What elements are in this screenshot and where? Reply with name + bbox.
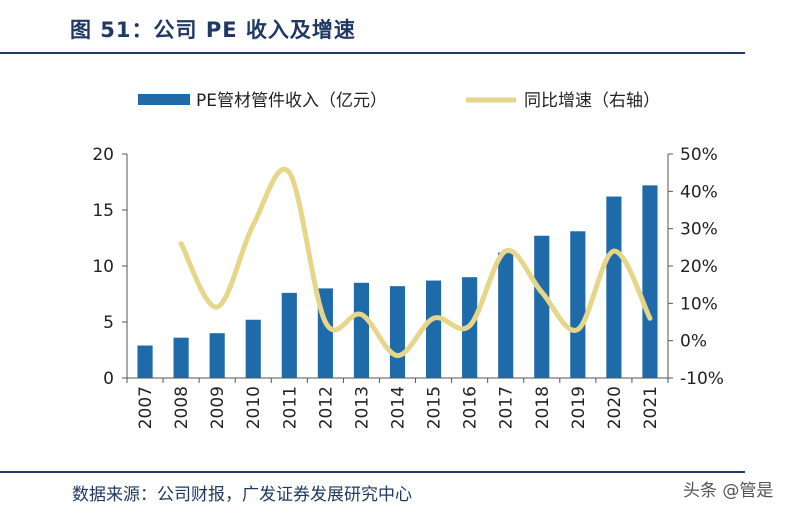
y-right-tick-label: 20% <box>680 257 718 277</box>
bar-2010 <box>245 319 261 378</box>
watermark: 头条 @管是 <box>683 481 774 501</box>
bar-2019 <box>570 231 586 378</box>
x-tick-label: 2012 <box>316 386 336 429</box>
bar-2014 <box>389 286 406 378</box>
legend-line-label: 同比增速（右轴） <box>524 91 660 111</box>
x-tick-label: 2011 <box>280 386 300 429</box>
bar-2020 <box>606 196 622 378</box>
bar-2009 <box>209 333 225 378</box>
x-tick-label: 2018 <box>533 386 553 429</box>
x-tick-label: 2021 <box>641 386 661 429</box>
x-tick-label: 2009 <box>208 386 228 429</box>
y-left-tick-label: 0 <box>103 369 114 389</box>
y-left-tick-label: 5 <box>103 313 114 333</box>
x-tick-label: 2008 <box>172 386 192 429</box>
x-tick-label: 2016 <box>461 386 481 429</box>
x-tick-label: 2007 <box>136 386 156 429</box>
bar-2017 <box>498 252 514 378</box>
x-tick-label: 2010 <box>244 386 264 429</box>
y-right-tick-label: 10% <box>680 294 718 314</box>
legend-bar-label: PE管材管件收入（亿元） <box>196 91 387 111</box>
y-right-tick-label: 40% <box>680 182 718 202</box>
plot-area: 0 5 10 15 20 -10% 0% 10% 20% 30% 40% 50% 2007 2008 200… <box>92 145 724 429</box>
legend: PE管材管件收入（亿元） 同比增速（右轴） <box>138 91 660 111</box>
bar-2011 <box>281 292 297 378</box>
legend-bar-swatch <box>138 94 190 105</box>
bar-2007 <box>137 345 153 378</box>
y-left-tick-label: 15 <box>92 201 114 221</box>
bar-2018 <box>534 235 550 378</box>
x-tick-label: 2020 <box>605 386 625 429</box>
y-right-tick-label: 30% <box>680 220 718 240</box>
x-tick-label: 2013 <box>352 386 372 429</box>
y-left-tick-label: 20 <box>92 145 114 165</box>
y-left-tick-label: 10 <box>92 257 114 277</box>
header-rule <box>0 52 745 54</box>
x-tick-label: 2014 <box>389 386 409 429</box>
chart: PE管材管件收入（亿元） 同比增速（右轴） 0 5 10 15 20 -10% 0% 10% 20… <box>92 91 724 429</box>
y-right-tick-label: -10% <box>680 369 724 389</box>
footer-rule <box>0 471 745 473</box>
bar-2008 <box>173 337 189 378</box>
chart-title: 图 51：公司 PE 收入及增速 <box>70 18 356 42</box>
x-tick-label: 2019 <box>569 386 589 429</box>
y-right-tick-label: 50% <box>680 145 718 165</box>
bar-2013 <box>353 282 370 378</box>
bar-2021 <box>642 185 658 378</box>
source-note: 数据来源：公司财报，广发证券发展研究中心 <box>72 485 412 505</box>
y-right-tick-label: 0% <box>680 332 707 352</box>
bar-2015 <box>425 280 442 378</box>
x-tick-label: 2017 <box>497 386 517 429</box>
x-tick-label: 2015 <box>425 386 445 429</box>
